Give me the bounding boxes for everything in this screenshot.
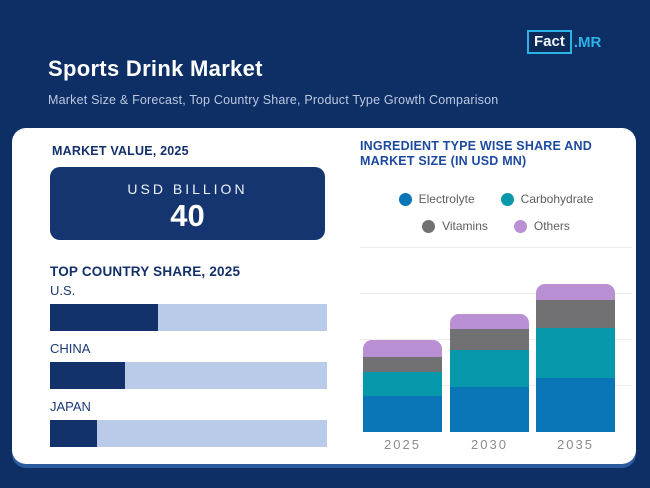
ingredient-chart-title: INGREDIENT TYPE WISE SHARE AND MARKET SI…: [360, 139, 592, 168]
bar-segment-carbohydrate: [450, 350, 529, 387]
legend-dot-icon: [422, 219, 436, 233]
country-label: U.S.: [50, 283, 76, 298]
stacked-bar-2025: [363, 340, 442, 432]
country-label: JAPAN: [50, 399, 91, 414]
country-bar-fill: [50, 304, 159, 331]
legend-label: Others: [533, 219, 570, 233]
legend-item-carbohydrate: Carbohydrate: [500, 192, 594, 206]
bar-segment-others: [536, 284, 615, 300]
bar-segment-electrolyte: [450, 387, 529, 432]
country-bar-track: [50, 362, 327, 389]
country-bar-fill: [50, 420, 98, 447]
stacked-bar-chart: [360, 247, 632, 432]
bar-segment-vitamins: [536, 300, 615, 328]
stacked-bar-2035: [536, 284, 615, 432]
legend-dot-icon: [500, 192, 514, 206]
brand-logo-suffix: .MR: [573, 33, 602, 51]
brand-logo: Fact .MR: [527, 30, 601, 54]
legend-dot-icon: [513, 219, 527, 233]
market-value-unit: USD BILLION: [127, 181, 248, 197]
country-share-heading: TOP COUNTRY SHARE, 2025: [50, 264, 241, 279]
legend-item-electrolyte: Electrolyte: [398, 192, 475, 206]
legend-label: Vitamins: [442, 219, 488, 233]
category-label: 2025: [384, 437, 421, 452]
gridline: [360, 247, 632, 248]
legend-dot-icon: [398, 192, 412, 206]
bar-segment-electrolyte: [536, 378, 615, 432]
chart-legend: Electrolyte Carbohydrate Vitamins Others: [360, 192, 632, 233]
bar-segment-vitamins: [450, 329, 529, 350]
bar-segment-others: [363, 340, 442, 357]
legend-item-vitamins: Vitamins: [422, 219, 488, 233]
stacked-bar-2030: [450, 314, 529, 432]
bar-segment-carbohydrate: [536, 328, 615, 378]
category-label: 2030: [471, 437, 508, 452]
country-row: CHINA: [50, 341, 327, 389]
bar-segment-carbohydrate: [363, 372, 442, 396]
legend-item-others: Others: [513, 219, 570, 233]
country-row: U.S.: [50, 283, 327, 331]
country-label: CHINA: [50, 341, 91, 356]
gridline: [360, 293, 632, 294]
market-value-box: USD BILLION 40: [50, 167, 325, 240]
content-card: MARKET VALUE, 2025 USD BILLION 40 TOP CO…: [12, 128, 636, 464]
country-bar-track: [50, 420, 327, 447]
page-subtitle: Market Size & Forecast, Top Country Shar…: [48, 93, 499, 107]
legend-label: Carbohydrate: [520, 192, 594, 206]
category-label: 2035: [557, 437, 594, 452]
country-share-chart: U.S. CHINA JAPAN: [50, 283, 327, 457]
market-value-number: 40: [170, 198, 205, 233]
bar-segment-electrolyte: [363, 396, 442, 432]
country-bar-track: [50, 304, 327, 331]
country-bar-fill: [50, 362, 125, 389]
legend-label: Electrolyte: [418, 192, 475, 206]
brand-logo-box: Fact: [527, 30, 572, 54]
bar-segment-vitamins: [363, 357, 442, 372]
page-title: Sports Drink Market: [48, 56, 263, 81]
country-row: JAPAN: [50, 399, 327, 447]
market-value-heading: MARKET VALUE, 2025: [52, 144, 189, 158]
chart-category-labels: 2025 2030 2035: [360, 437, 632, 453]
bar-segment-others: [450, 314, 529, 329]
